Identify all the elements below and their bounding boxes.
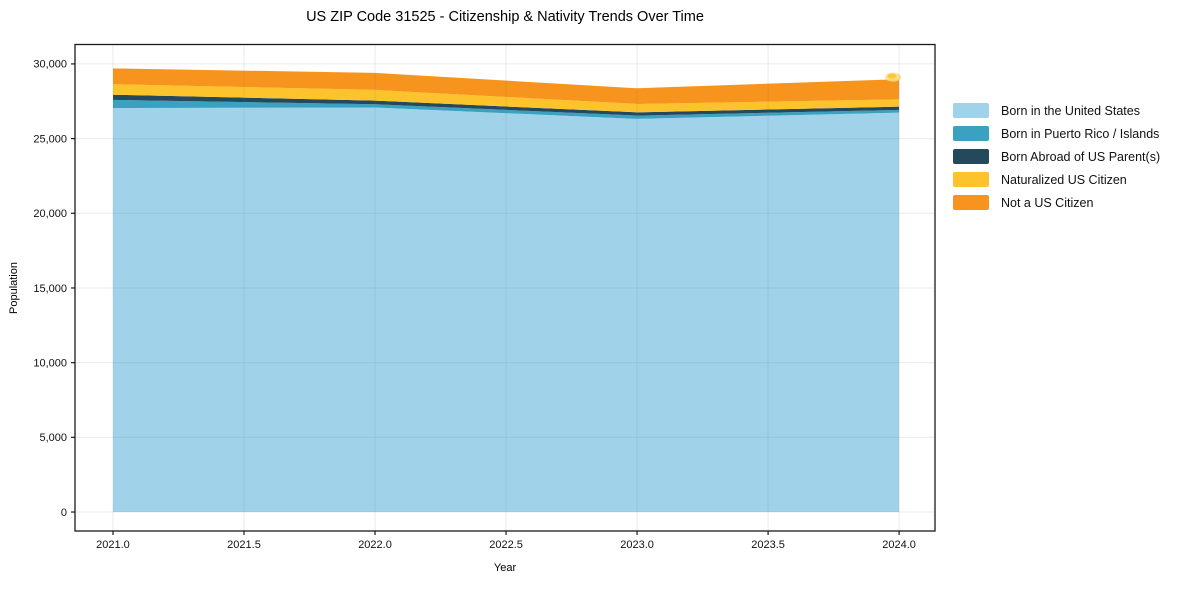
highlight-artifact-core (887, 73, 897, 79)
legend-swatch (953, 195, 989, 210)
legend-item: Born in Puerto Rico / Islands (953, 126, 1160, 141)
area-series-0 (112, 107, 900, 513)
legend-label: Naturalized US Citizen (1001, 172, 1127, 187)
x-tick-label: 2022.0 (358, 539, 392, 551)
y-tick-label: 0 (61, 507, 67, 519)
legend-label: Born Abroad of US Parent(s) (1001, 149, 1161, 164)
legend-label: Born in Puerto Rico / Islands (1001, 126, 1160, 141)
area-series-1 (112, 99, 900, 119)
legend-label: Not a US Citizen (1001, 195, 1094, 210)
area-series-3 (112, 84, 900, 113)
y-tick-label: 10,000 (33, 357, 67, 369)
x-tick-label: 2023.5 (751, 539, 785, 551)
area-series-2 (112, 94, 900, 116)
y-tick-label: 30,000 (33, 59, 67, 71)
x-tick-label: 2021.0 (96, 539, 130, 551)
x-tick-label: 2021.5 (227, 539, 261, 551)
x-tick-label: 2022.5 (489, 539, 523, 551)
legend-swatch (953, 172, 989, 187)
legend-swatch (953, 149, 989, 164)
x-tick-label: 2024.0 (882, 539, 916, 551)
legend-item: Born Abroad of US Parent(s) (953, 149, 1160, 164)
y-tick-label: 5,000 (39, 432, 67, 444)
legend-label: Born in the United States (1001, 103, 1140, 118)
y-axis-label: Population (8, 262, 20, 314)
legend-swatch (953, 126, 989, 141)
legend-item: Born in the United States (953, 103, 1160, 118)
chart-title: US ZIP Code 31525 - Citizenship & Nativi… (306, 9, 704, 25)
legend: Born in the United States Born in Puerto … (953, 103, 1160, 218)
legend-item: Not a US Citizen (953, 195, 1160, 210)
x-tick-label: 2023.0 (620, 539, 654, 551)
y-tick-label: 15,000 (33, 283, 67, 295)
y-tick-label: 20,000 (33, 208, 67, 220)
y-tick-label: 25,000 (33, 133, 67, 145)
legend-item: Naturalized US Citizen (953, 172, 1160, 187)
area-series-4 (112, 68, 900, 104)
x-axis-label: Year (493, 562, 517, 574)
legend-swatch (953, 103, 989, 118)
